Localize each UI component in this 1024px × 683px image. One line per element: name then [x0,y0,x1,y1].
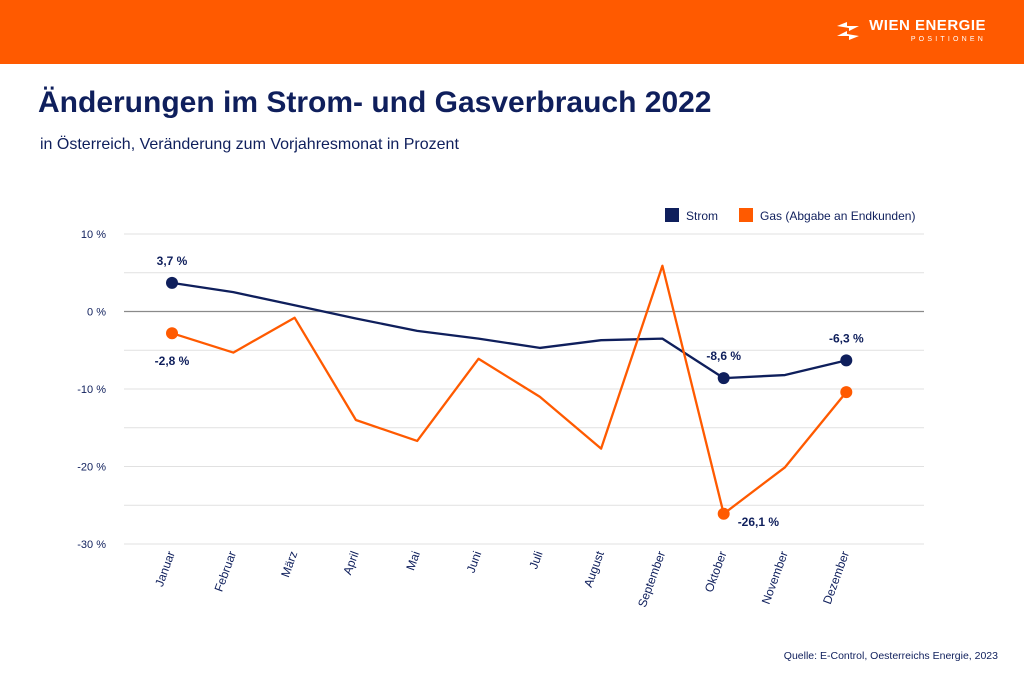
x-tick-label: April [340,549,361,576]
x-tick-label: März [278,549,300,579]
legend-label-gas: Gas (Abgabe an Endkunden) [760,209,915,223]
legend-swatch-gas [739,208,753,222]
data-point-strom [840,354,853,367]
header-bar: WIEN ENERGIE POSITIONEN [0,0,1024,64]
x-tick-label: November [759,549,791,606]
brand-logo: WIEN ENERGIE POSITIONEN [835,18,986,43]
legend-swatch-strom [665,208,679,222]
data-label: -6,3 % [829,331,864,345]
data-label: -26,1 % [738,515,780,529]
data-label: -8,6 % [706,349,741,363]
series-line-gas [171,264,848,515]
legend-label-strom: Strom [686,209,718,223]
y-tick-label: -20 % [77,462,106,474]
x-tick-label: Februar [212,549,240,593]
wien-energie-logo-icon [837,21,860,40]
series-line-strom [171,281,847,380]
y-tick-label: -30 % [77,539,106,551]
data-point-gas [840,386,853,399]
data-label: 3,7 % [157,254,188,268]
data-point-strom [717,372,730,385]
x-tick-label: Januar [152,549,178,588]
source-note: Quelle: E-Control, Oesterreichs Energie,… [783,650,998,662]
x-tick-label: Mai [403,549,423,572]
x-tick-label: September [635,549,668,609]
data-label: -2,8 % [155,354,190,368]
data-point-gas [717,507,730,520]
x-tick-label: August [581,549,607,590]
brand-subtitle: POSITIONEN [910,36,986,43]
x-tick-label: Oktober [702,549,730,594]
data-point-gas [166,327,178,340]
data-point-strom [166,276,178,289]
y-tick-label: 0 % [87,307,106,319]
y-tick-label: 10 % [81,229,106,241]
page-title: Änderungen im Strom- und Gasverbrauch 20… [38,86,712,119]
x-tick-label: Juni [464,549,485,574]
brand-name: WIEN ENERGIE [869,17,986,34]
x-tick-label: Dezember [820,549,852,606]
y-tick-label: -10 % [77,384,106,396]
x-tick-label: Juli [526,549,545,571]
page-subtitle: in Österreich, Veränderung zum Vorjahres… [40,136,459,153]
